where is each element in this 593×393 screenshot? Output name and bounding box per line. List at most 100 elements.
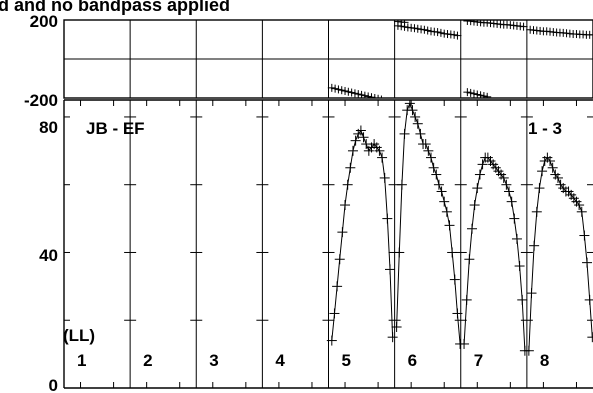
channel-label-6: 6: [408, 351, 417, 370]
channel-label-3: 3: [209, 351, 218, 370]
phase-point: [327, 83, 336, 92]
amplitude-point: [469, 200, 480, 211]
channel-labels: 1 2 3 4 5 6 7 8: [77, 351, 549, 370]
amplitude-point: [379, 172, 390, 183]
phase-point: [400, 22, 409, 31]
amplitude-point: [412, 118, 423, 129]
amplitude-point: [358, 132, 369, 143]
phase-channel-dividers: [129, 20, 528, 98]
amplitude-point: [504, 186, 515, 197]
amplitude-point: [449, 274, 460, 285]
phase-point: [450, 30, 459, 39]
phase-point: [483, 92, 492, 98]
amplitude-point: [531, 206, 542, 217]
amplitude-point: [425, 152, 436, 163]
amplitude-point: [474, 169, 485, 180]
phase-point: [354, 90, 363, 98]
amplitude-point: [350, 135, 361, 146]
channel-label-2: 2: [143, 351, 152, 370]
amplitude-point: [342, 179, 353, 190]
phase-point: [334, 85, 343, 94]
channel-label-5: 5: [342, 351, 351, 370]
amplitude-point: [526, 288, 537, 299]
amplitude-point: [439, 196, 450, 207]
amplitude-point: [472, 183, 483, 194]
chart-title: d and no bandpass applied: [0, 0, 230, 15]
amplitude-tick-label-80: 80: [39, 118, 58, 137]
amplitude-point: [433, 179, 444, 190]
amplitude-point: [355, 125, 366, 136]
baseline-range-label: 1 - 3: [528, 119, 562, 138]
amplitude-point: [459, 338, 470, 349]
amplitude-marks: [326, 100, 593, 356]
phase-point: [413, 24, 422, 33]
amplitude-point: [332, 281, 343, 292]
amplitude-point: [345, 162, 356, 173]
phase-point: [433, 28, 442, 37]
phase-marks: [327, 20, 593, 98]
amplitude-point: [377, 152, 388, 163]
amplitude-point: [552, 172, 563, 183]
phase-tick-label-bottom: -200: [24, 91, 58, 110]
channel-label-7: 7: [474, 351, 483, 370]
phase-point: [347, 88, 356, 97]
amplitude-point: [337, 227, 348, 238]
amplitude-point: [347, 145, 358, 156]
phase-tick-label-top: 200: [30, 12, 58, 31]
phase-point: [469, 89, 478, 98]
amplitude-point: [407, 105, 418, 116]
amplitude-panel: 80 40 0 JB - EF 1 - 3 (LL) 1 2 3 4 5 6 7 8: [39, 99, 593, 393]
amplitude-point: [394, 247, 405, 258]
phase-point: [453, 31, 462, 40]
phase-point: [473, 90, 482, 98]
amplitude-point: [452, 308, 463, 319]
phase-point: [331, 84, 340, 93]
amplitude-point: [410, 111, 421, 122]
amplitude-point: [420, 139, 431, 150]
amplitude-y-ticks: [64, 116, 593, 321]
amplitude-point: [384, 264, 395, 275]
phase-point: [380, 95, 382, 98]
amplitude-point: [529, 240, 540, 251]
amplitude-point: [387, 332, 398, 343]
baseline-label: JB - EF: [86, 119, 145, 138]
amplitude-point: [340, 200, 351, 211]
amplitude-point: [534, 183, 545, 194]
amplitude-point: [574, 200, 585, 211]
amplitude-tick-label-40: 40: [39, 246, 58, 265]
phase-point: [436, 28, 445, 37]
amplitude-point: [447, 247, 458, 258]
phase-point: [423, 26, 432, 35]
phase-panel: 200 -200: [24, 12, 593, 110]
amplitude-point: [444, 220, 455, 231]
amplitude-point: [498, 172, 509, 183]
phase-point: [370, 94, 379, 98]
amplitude-point: [431, 169, 442, 180]
phase-point: [466, 88, 475, 97]
phase-point: [357, 90, 366, 98]
amplitude-series-line-ch7: [463, 157, 526, 351]
amplitude-point: [547, 162, 558, 173]
amplitude-series-line-ch6: [396, 102, 461, 345]
phase-point: [589, 30, 593, 39]
amplitude-tick-label-0: 0: [49, 376, 58, 393]
amplitude-point: [511, 233, 522, 244]
amplitude-point: [428, 162, 439, 173]
phase-point: [410, 24, 419, 33]
amplitude-point: [523, 345, 534, 356]
amplitude-point: [582, 257, 593, 268]
amplitude-point: [579, 230, 590, 241]
amplitude-point: [584, 294, 593, 305]
amplitude-point: [436, 186, 447, 197]
channel-label-1: 1: [77, 351, 86, 370]
amplitude-point: [374, 145, 385, 156]
phase-point: [397, 22, 406, 31]
phase-point: [463, 88, 472, 97]
phase-point: [377, 94, 379, 98]
amplitude-point: [326, 335, 337, 346]
amplitude-point: [329, 308, 340, 319]
amplitude-point: [404, 100, 415, 109]
amplitude-point: [441, 206, 452, 217]
phase-point: [360, 91, 369, 98]
